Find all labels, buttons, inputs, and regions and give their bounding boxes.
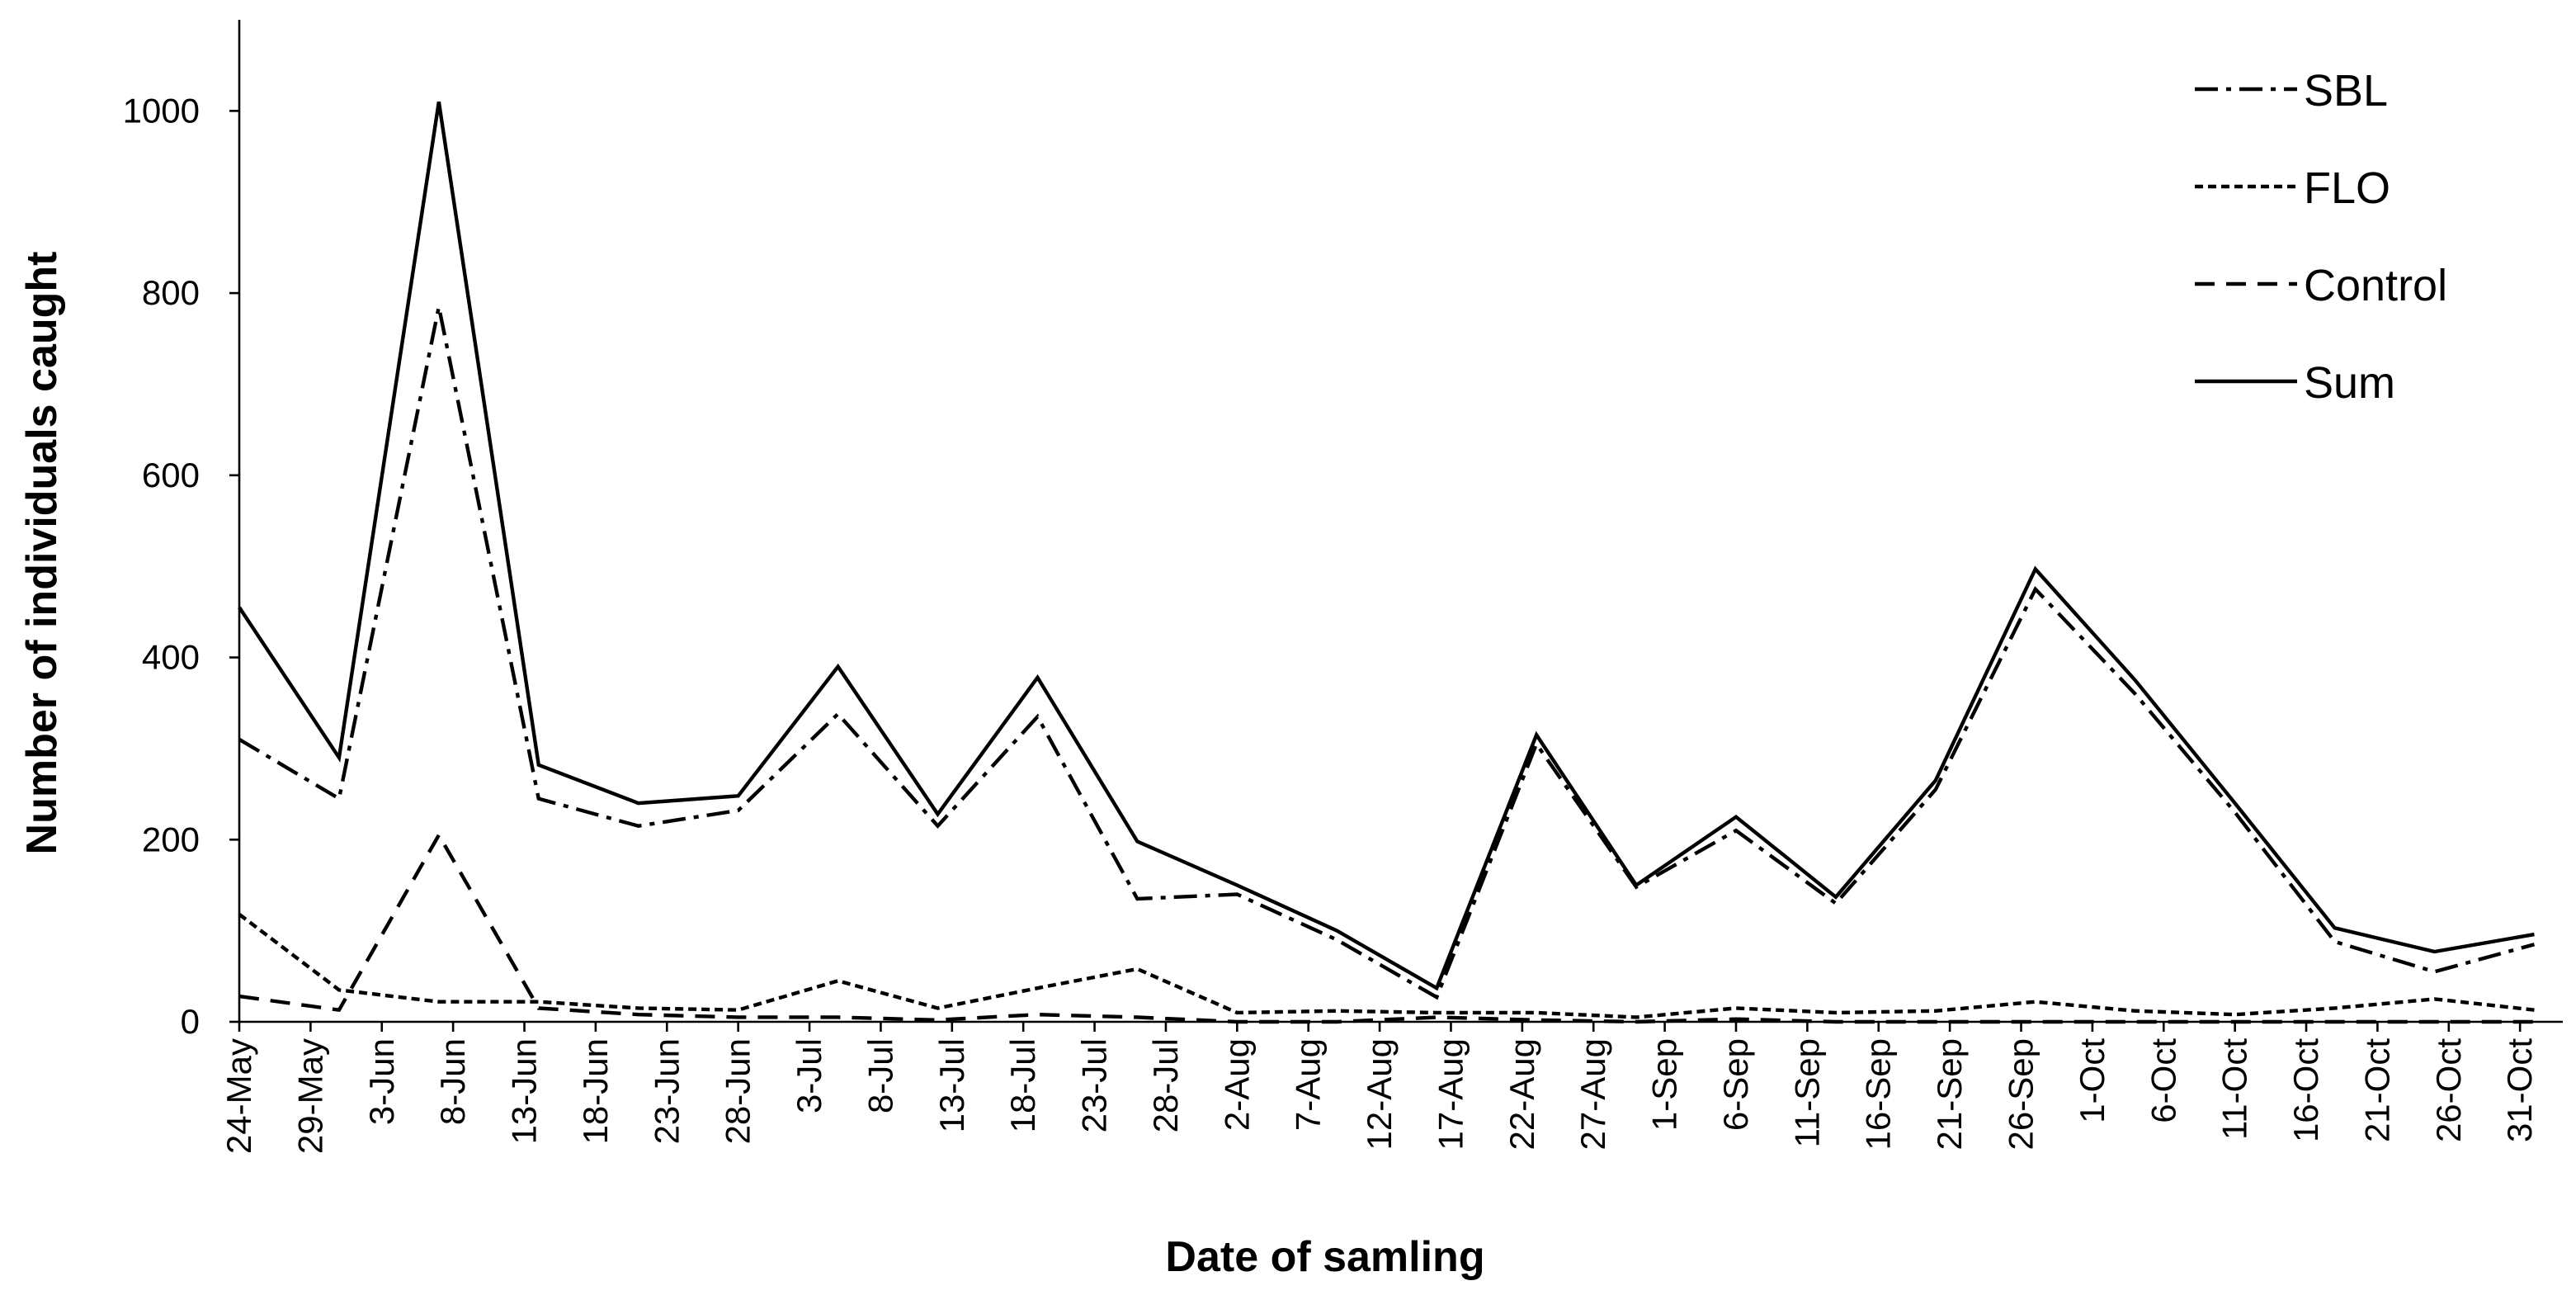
y-tick-label: 800 [142,273,200,312]
x-tick-label: 18-Jul [1003,1038,1042,1132]
x-tick-label: 12-Aug [1360,1038,1399,1150]
x-tick-label: 21-Oct [2357,1038,2396,1142]
y-tick-label: 600 [142,456,200,494]
x-tick-label: 11-Sep [1787,1038,1826,1147]
x-axis-title: Date of samling [1165,1233,1484,1281]
x-tick-label: 26-Oct [2429,1038,2468,1142]
y-tick-label: 400 [142,638,200,677]
x-tick-label: 16-Oct [2286,1038,2325,1142]
x-tick-label: 26-Sep [2002,1038,2041,1150]
x-tick-label: 29-May [290,1038,329,1154]
legend-label: Control [2304,261,2447,310]
y-tick-label: 1000 [123,91,200,130]
x-tick-label: 22-Aug [1503,1038,1541,1150]
x-tick-label: 7-Aug [1289,1038,1328,1131]
x-tick-label: 23-Jul [1075,1038,1114,1132]
x-tick-label: 3-Jul [790,1038,828,1113]
x-tick-label: 2-Aug [1217,1038,1256,1131]
x-tick-label: 1-Oct [2073,1038,2111,1123]
y-tick-label: 0 [181,1002,200,1041]
legend-label: SBL [2304,66,2388,116]
x-tick-label: 13-Jun [505,1038,544,1144]
series-line [238,101,2535,991]
x-tick-label: 18-Jun [576,1038,615,1144]
x-tick-label: 27-Aug [1573,1038,1612,1150]
x-tick-label: 8-Jun [433,1038,472,1125]
x-tick-label: 31-Oct [2500,1038,2539,1142]
x-tick-label: 24-May [219,1038,258,1154]
x-tick-label: 28-Jun [719,1038,757,1144]
series-line [238,831,2535,1024]
x-tick-label: 6-Oct [2144,1038,2182,1123]
x-tick-label: 6-Sep [1716,1038,1755,1131]
x-tick-label: 1-Sep [1645,1038,1684,1131]
x-tick-label: 23-Jun [647,1038,686,1144]
legend-label: Sum [2304,358,2395,408]
y-axis-title: Number of individuals caught [18,252,66,855]
x-tick-label: 28-Jul [1146,1038,1185,1132]
x-tick-label: 8-Jul [861,1038,899,1113]
x-tick-label: 16-Sep [1859,1038,1898,1150]
x-tick-label: 17-Aug [1431,1038,1470,1150]
x-tick-label: 3-Jun [362,1038,401,1125]
x-tick-label: 11-Oct [2215,1038,2254,1140]
y-tick-label: 200 [142,820,200,858]
series-line [238,306,2536,1000]
series-line [238,913,2535,1019]
legend-label: FLO [2304,163,2390,213]
x-tick-label: 13-Jul [932,1038,971,1132]
x-tick-label: 21-Sep [1930,1038,1969,1150]
